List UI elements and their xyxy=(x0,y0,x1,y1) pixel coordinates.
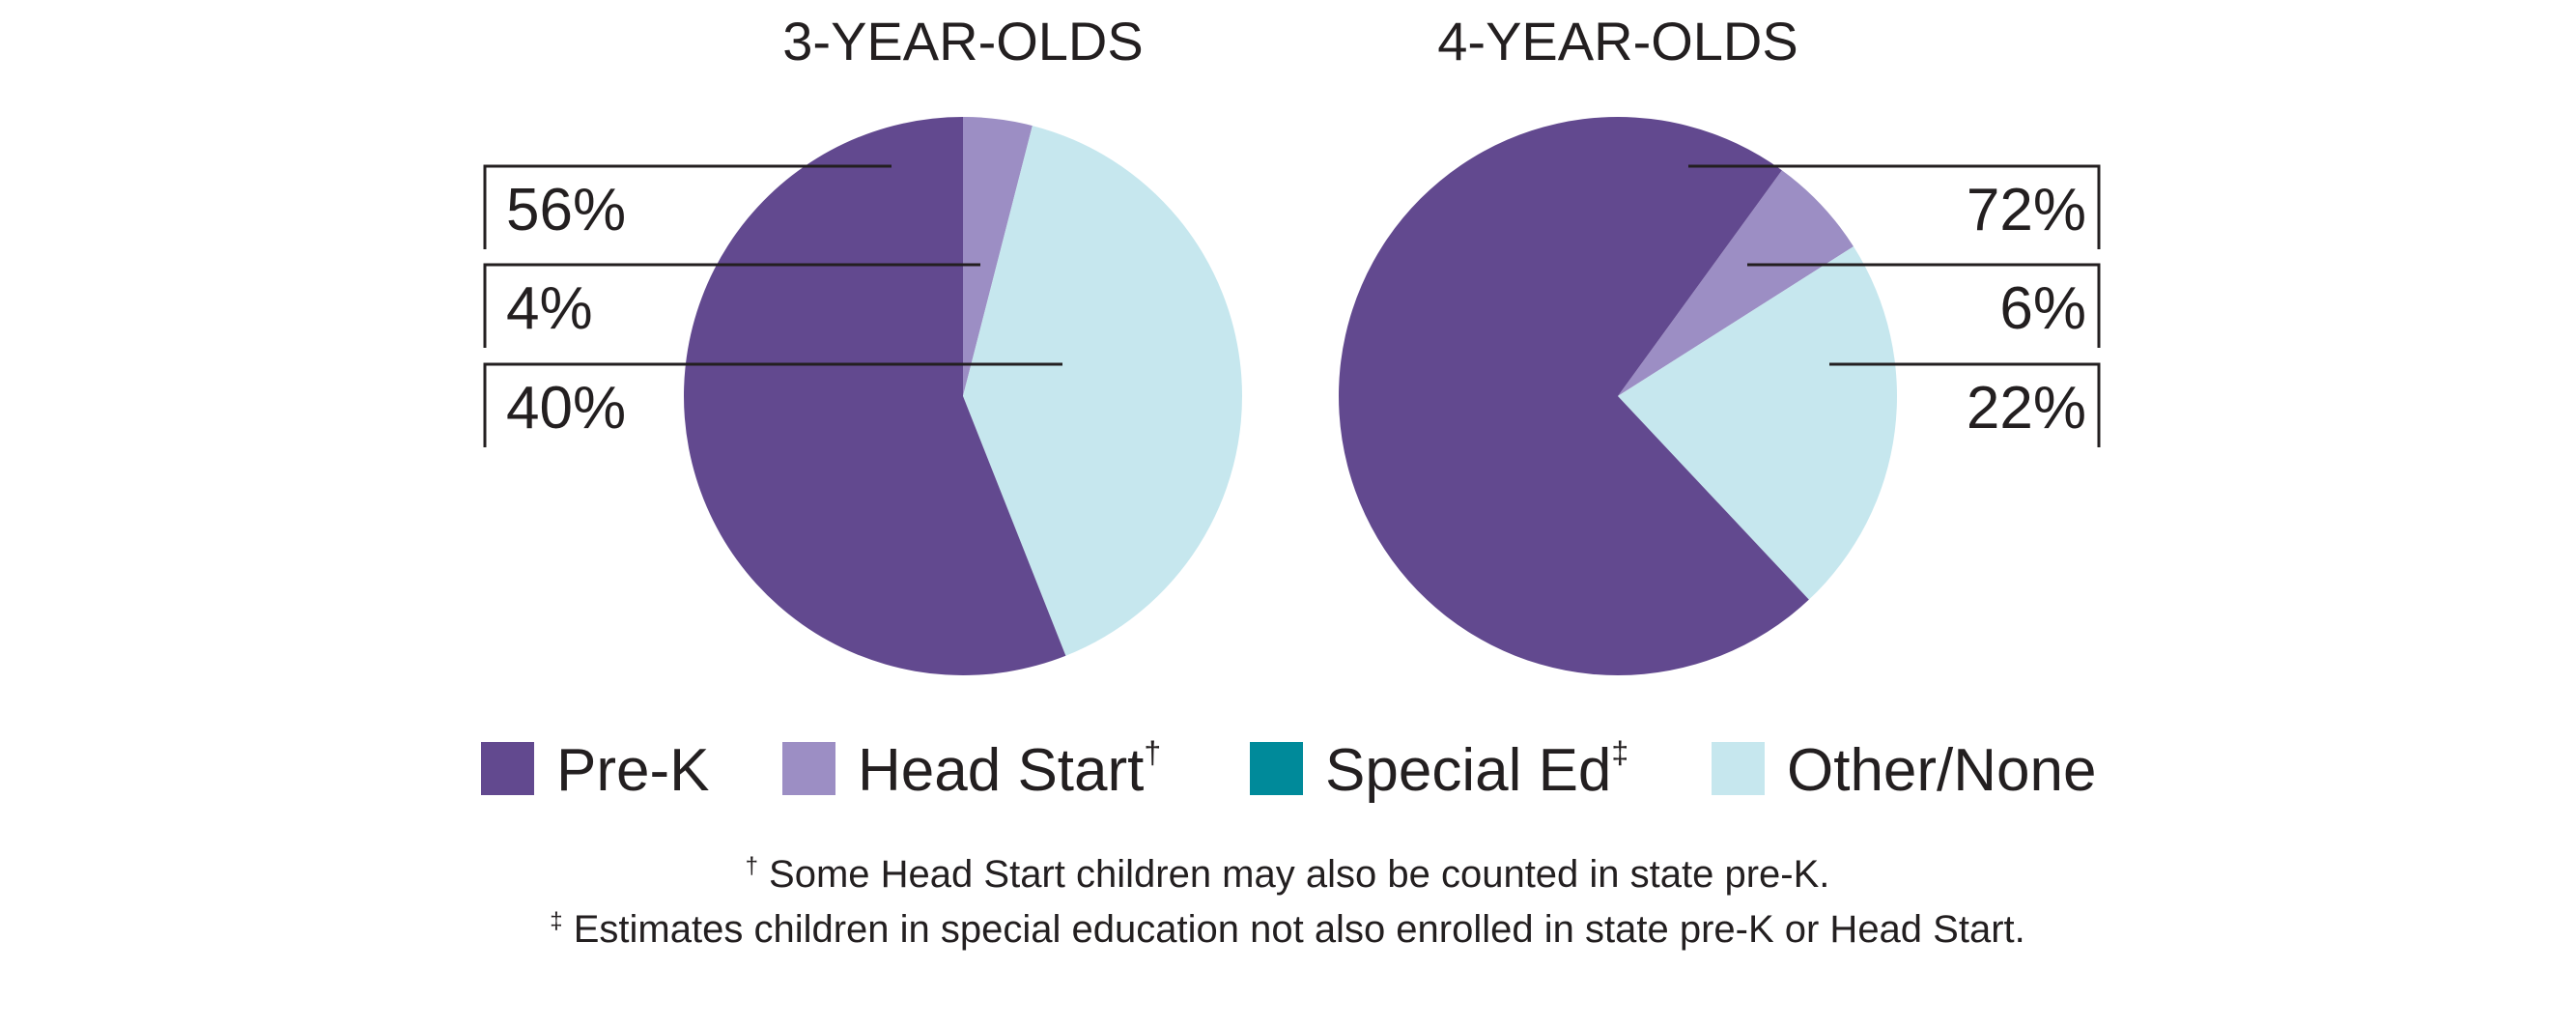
legend-swatch xyxy=(1250,742,1303,795)
chart-title-4yo: 4-YEAR-OLDS xyxy=(1437,11,1798,71)
callout-line xyxy=(1747,263,2101,348)
data-label: 6% xyxy=(1999,275,2086,342)
legend-swatch xyxy=(782,742,835,795)
data-label: 40% xyxy=(506,375,626,442)
data-label: 4% xyxy=(506,275,593,342)
callout-line xyxy=(483,362,1062,447)
legend-swatch xyxy=(481,742,534,795)
legend-item-other-none: Other/None xyxy=(1712,737,2097,804)
legend-label: Special Ed‡ xyxy=(1325,735,1628,804)
pie-slice-head-start xyxy=(1618,170,1854,396)
data-label: 72% xyxy=(1967,177,2086,243)
callout-line xyxy=(1829,362,2101,447)
footnote: ‡ Estimates children in special educatio… xyxy=(550,908,2025,951)
callout-line xyxy=(483,263,980,348)
data-label: 22% xyxy=(1967,375,2086,442)
legend-item-pre-k: Pre-K xyxy=(481,737,709,804)
chart-title-3yo: 3-YEAR-OLDS xyxy=(782,11,1143,71)
legend-label: Head Start† xyxy=(858,735,1161,804)
pie-slice-pre-k xyxy=(683,117,1066,675)
legend-item-head-start: Head Start† xyxy=(782,735,1161,804)
pie-slice-pre-k xyxy=(1339,116,1809,675)
legend-label: Pre-K xyxy=(556,737,709,804)
callout-line xyxy=(1688,164,2101,249)
footnote: † Some Head Start children may also be c… xyxy=(746,853,1830,896)
data-label: 56% xyxy=(506,177,626,243)
legend-item-special-ed: Special Ed‡ xyxy=(1250,735,1628,804)
pie-slice-other-none xyxy=(1618,246,1898,600)
legend-label: Other/None xyxy=(1787,737,2097,804)
pie-slice-head-start xyxy=(963,117,1033,396)
legend-swatch xyxy=(1712,742,1765,795)
pie-slice-other-none xyxy=(963,126,1242,656)
callout-line xyxy=(483,164,892,249)
